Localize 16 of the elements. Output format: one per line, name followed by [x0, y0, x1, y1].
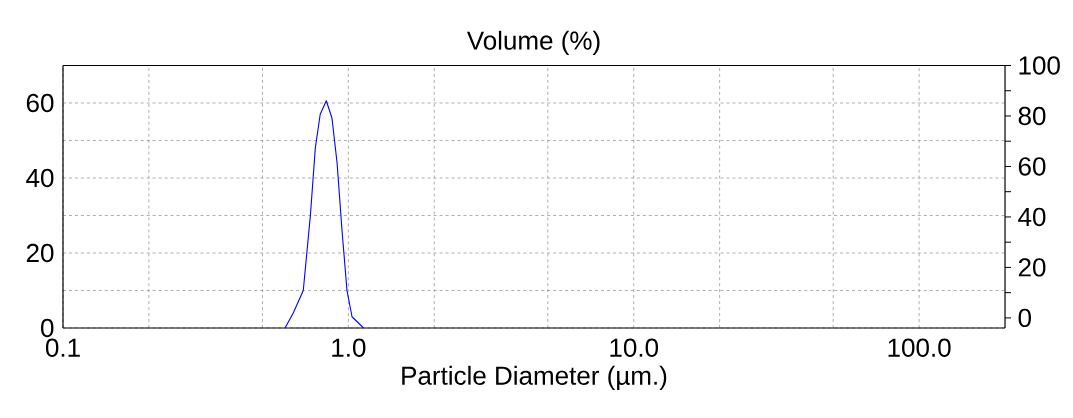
chart-title: Volume (%)	[466, 30, 600, 55]
x-tick-label: 10.0	[610, 338, 659, 357]
y2-tick-label: 40	[1018, 207, 1046, 227]
y2-tick-label: 20	[1018, 258, 1046, 277]
y2-tick-label: 80	[1018, 106, 1046, 126]
y-tick-label: 0	[41, 318, 54, 338]
y-tick-label: 20	[26, 243, 54, 263]
x-tick-label: 1.0	[332, 338, 366, 357]
y2-tick-label: 0	[1018, 308, 1031, 328]
y-tick-label: 40	[26, 168, 54, 188]
x-tick-label: 0.1	[45, 338, 80, 357]
x-axis-title: Particle Diameter (µm.)	[402, 365, 667, 391]
y-tick-label: 60	[26, 93, 54, 113]
x-tick-label: 100.0	[888, 338, 951, 357]
y2-tick-label: 60	[1018, 157, 1046, 176]
y2-tick-label: 100	[1019, 56, 1060, 75]
